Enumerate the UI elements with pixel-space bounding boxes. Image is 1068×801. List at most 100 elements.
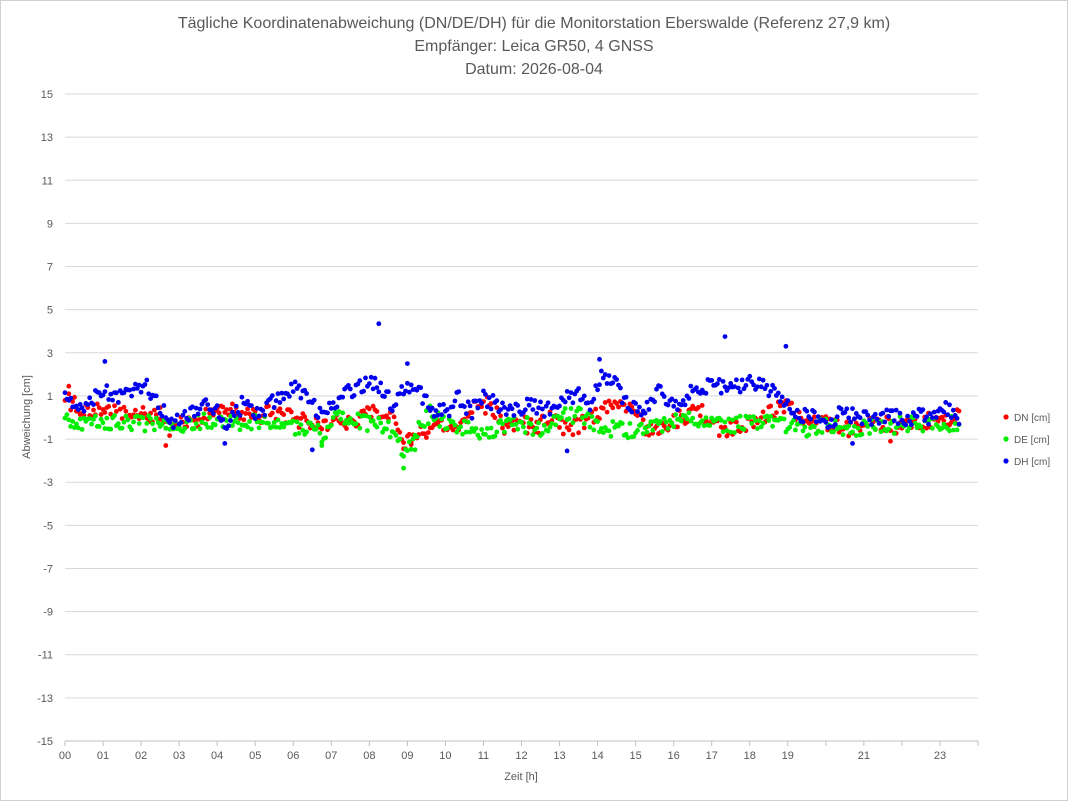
point-dh — [642, 410, 648, 416]
point-dn — [640, 417, 646, 423]
point-de — [212, 422, 218, 428]
point-de — [530, 432, 536, 437]
point-dh — [623, 394, 629, 400]
point-dh — [528, 397, 534, 402]
point-de — [123, 413, 129, 419]
point-dn — [123, 408, 129, 414]
point-de — [405, 448, 410, 453]
point-dh — [547, 411, 553, 417]
point-dh — [808, 416, 813, 422]
point-dh — [500, 400, 505, 406]
point-dh — [524, 396, 530, 402]
point-dh — [231, 413, 237, 419]
point-de — [292, 432, 298, 437]
point-de — [153, 415, 159, 421]
point-dn — [323, 418, 328, 424]
point-dh — [292, 379, 298, 385]
point-dh — [386, 389, 391, 395]
point-dn — [294, 415, 300, 421]
point-de — [201, 411, 207, 417]
point-de — [640, 431, 646, 437]
point-de — [549, 421, 555, 426]
point-dh — [249, 403, 254, 408]
point-dh — [483, 392, 488, 397]
point-dh — [570, 400, 576, 406]
point-dh — [193, 405, 199, 411]
point-dh — [405, 361, 410, 366]
x-tick-label: 04 — [211, 750, 223, 762]
point-de — [500, 421, 505, 427]
point-de — [408, 446, 414, 452]
point-dh — [155, 405, 161, 411]
point-de — [720, 429, 726, 435]
point-dh — [566, 395, 572, 401]
point-dh — [138, 389, 144, 395]
point-dh — [114, 390, 119, 396]
point-de — [231, 419, 237, 424]
point-dh — [136, 382, 142, 388]
point-de — [64, 412, 70, 418]
x-tick-label: 16 — [668, 750, 680, 762]
point-dh — [726, 385, 732, 391]
point-dh — [481, 388, 486, 394]
point-dh — [174, 412, 180, 418]
point-de — [167, 426, 173, 432]
point-dh — [694, 385, 699, 391]
point-dh — [652, 399, 657, 405]
point-dh — [273, 398, 279, 404]
point-de — [599, 426, 604, 431]
point-de — [802, 424, 808, 430]
point-de — [66, 417, 72, 423]
point-dn — [163, 443, 169, 448]
point-de — [142, 428, 148, 434]
point-dh — [262, 412, 268, 418]
point-de — [374, 424, 380, 430]
point-dh — [718, 390, 724, 396]
point-dh — [587, 407, 593, 413]
point-de — [479, 427, 484, 432]
point-dh — [467, 403, 473, 409]
y-axis-label: Abweichung [cm] — [21, 375, 33, 459]
y-tick-label: 9 — [47, 218, 53, 230]
point-de — [663, 419, 669, 425]
x-tick-label: 10 — [439, 750, 451, 762]
point-de — [304, 429, 309, 435]
point-dh — [728, 381, 734, 386]
point-dn — [716, 433, 722, 439]
point-dh — [876, 421, 882, 426]
point-dh — [226, 423, 232, 429]
point-dn — [302, 414, 308, 420]
point-dn — [344, 426, 349, 431]
point-dh — [328, 406, 334, 411]
point-de — [275, 417, 281, 423]
point-dh — [872, 411, 878, 417]
point-dh — [191, 413, 197, 419]
x-tick-label: 07 — [325, 750, 337, 762]
point-de — [104, 415, 110, 421]
point-dh — [370, 386, 376, 392]
point-dh — [882, 419, 888, 425]
point-de — [878, 429, 884, 435]
point-dn — [545, 420, 551, 425]
point-de — [872, 427, 878, 432]
point-de — [271, 420, 277, 425]
point-dh — [595, 387, 600, 393]
point-dn — [133, 407, 138, 413]
point-de — [758, 424, 764, 430]
point-dh — [142, 382, 148, 387]
point-dh — [503, 412, 509, 417]
point-dn — [614, 401, 619, 406]
point-dn — [140, 405, 146, 410]
point-dh — [956, 421, 962, 427]
point-dh — [378, 380, 384, 386]
point-de — [600, 430, 606, 435]
point-dh — [949, 415, 954, 421]
point-de — [930, 425, 935, 431]
point-dn — [812, 414, 817, 420]
point-de — [330, 415, 336, 420]
point-dh — [591, 396, 597, 402]
point-de — [317, 430, 323, 436]
point-de — [75, 425, 81, 431]
point-dh — [850, 406, 855, 411]
